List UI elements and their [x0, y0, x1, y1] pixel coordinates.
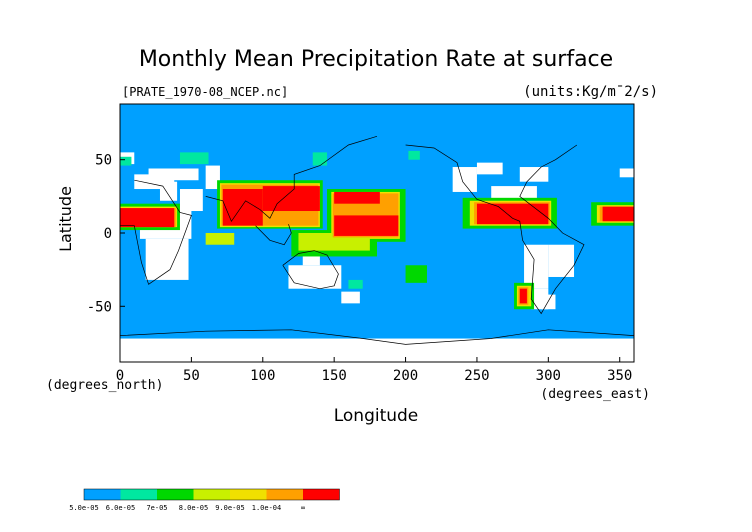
x-axis-label: Longitude — [334, 406, 419, 426]
colorbar-label: 7e-05 — [146, 504, 167, 512]
coastline — [255, 224, 292, 246]
no-data-cell — [148, 168, 199, 181]
colorbar-swatch — [157, 489, 194, 500]
source-file-label: [PRATE_1970-08_NCEP.nc] — [122, 85, 288, 99]
no-data-cell — [179, 189, 203, 212]
no-data-cell — [524, 244, 549, 289]
colorbar-swatch — [266, 489, 303, 500]
x-tick-label: 350 — [607, 368, 632, 384]
colorbar-label: ∞ — [301, 504, 305, 512]
colorbar-label: 8.0e-05 — [179, 504, 209, 512]
coastlines — [120, 135, 634, 345]
coastline — [282, 250, 339, 290]
units-label: (units:Kg/m¯2/s) — [523, 84, 658, 100]
x-tick-label: 250 — [464, 368, 489, 384]
colorbar-label: 6.0e-05 — [106, 504, 136, 512]
no-data-cell — [302, 254, 320, 266]
colorbar-label: 5.0e-05 — [69, 504, 99, 512]
y-tick-label: 50 — [95, 153, 112, 169]
x-tick-label: 150 — [322, 368, 347, 384]
y-axis-label: Latitude — [56, 186, 75, 252]
no-data-cell — [619, 168, 634, 178]
coastline — [205, 135, 378, 223]
precip-cell-halo — [408, 150, 420, 160]
no-data-cell — [541, 294, 556, 310]
precip-cell-peak — [334, 215, 399, 236]
coastline — [405, 144, 585, 315]
precipitation-cells — [120, 150, 634, 362]
map-field — [120, 104, 634, 362]
y-axis-ticks: -50 0 50 — [87, 153, 125, 315]
y-tick-label: 0 — [104, 226, 112, 242]
precip-cell-peak — [262, 186, 320, 212]
no-data-cell — [145, 238, 189, 280]
precip-cell-halo — [120, 156, 132, 166]
no-data-cell — [288, 265, 342, 289]
no-data-cell — [548, 244, 575, 277]
colorbar-label: 9.0e-05 — [215, 504, 245, 512]
precip-cell-halo — [205, 233, 235, 245]
x-tick-label: 50 — [183, 368, 200, 384]
colorbar-label: 1.0e-04 — [252, 504, 282, 512]
chart-title: Monthly Mean Precipitation Rate at surfa… — [139, 47, 613, 72]
precip-cell-halo — [348, 279, 363, 289]
x-tick-label: 200 — [393, 368, 418, 384]
no-data-cell — [355, 341, 392, 351]
precip-cell-peak — [120, 208, 175, 228]
precip-cell-peak — [519, 288, 527, 304]
no-data-cell — [205, 165, 220, 190]
x-axis-ticks: 0 50 100 150 200 250 300 350 — [116, 357, 632, 384]
y-tick-label: -50 — [87, 299, 112, 315]
precip-cell-halo — [405, 265, 427, 283]
colorbar: 5.0e-05 6.0e-05 7e-05 8.0e-05 9.0e-05 1.0e-04… — [69, 488, 340, 512]
precip-cell-halo — [179, 152, 209, 165]
no-data-cell — [412, 341, 485, 351]
x-tick-label: 300 — [536, 368, 561, 384]
x-unit-label: (degrees_east) — [540, 387, 650, 402]
no-data-cell — [452, 167, 477, 192]
colorbar-frame — [83, 488, 340, 501]
colorbar-swatch — [303, 489, 340, 500]
coastline — [120, 329, 634, 345]
precip-cell-halo — [312, 152, 328, 166]
colorbar-swatch — [84, 489, 121, 500]
colorbar-swatch — [120, 489, 157, 500]
precip-cell-peak — [334, 191, 380, 204]
no-data-cell — [476, 162, 503, 175]
no-data-cell — [341, 291, 360, 304]
colorbar-swatch — [230, 489, 267, 500]
x-tick-label: 0 — [116, 368, 124, 384]
x-tick-label: 100 — [250, 368, 275, 384]
precip-cell-peak — [476, 203, 549, 225]
precip-cell-peak — [602, 206, 634, 222]
y-unit-label: (degrees_north) — [46, 378, 163, 393]
coastline — [120, 179, 192, 285]
colorbar-swatch — [193, 489, 230, 500]
